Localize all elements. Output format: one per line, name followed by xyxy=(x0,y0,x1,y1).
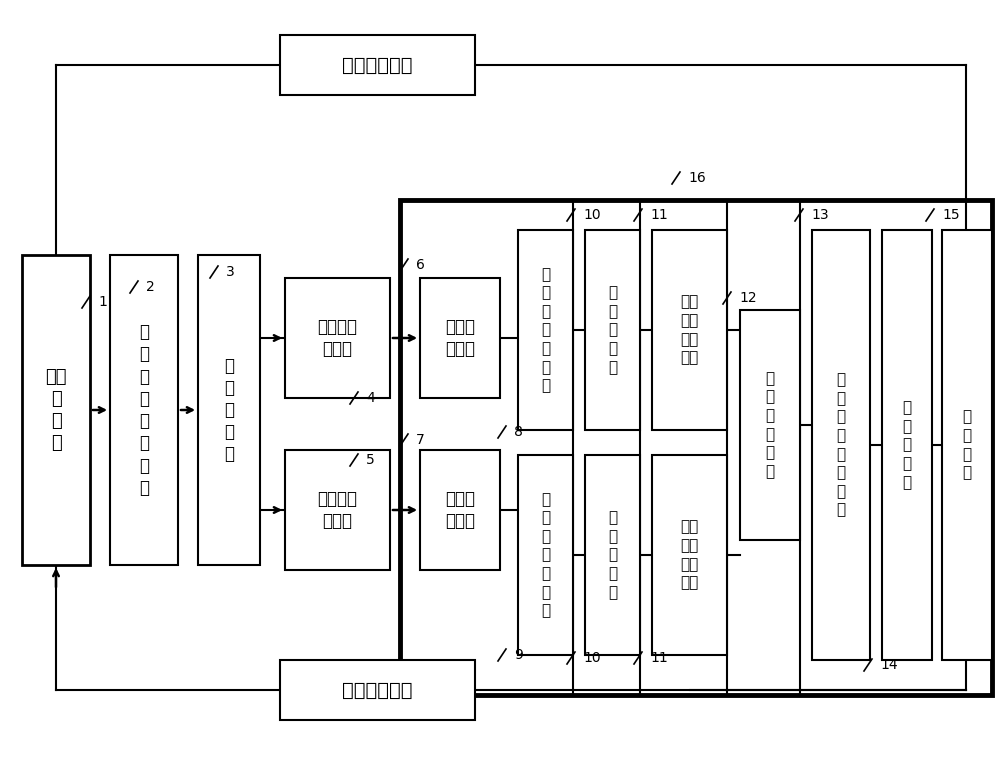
Bar xyxy=(22,255,90,565)
Text: 转
速
传
感
器: 转 速 传 感 器 xyxy=(608,510,617,600)
Text: 12: 12 xyxy=(739,291,757,305)
Bar xyxy=(882,230,932,660)
Bar xyxy=(400,200,992,695)
Text: 输
出
总
力
矩
传
感
器: 输 出 总 力 矩 传 感 器 xyxy=(836,372,846,518)
Text: 10: 10 xyxy=(583,208,601,222)
Text: 8: 8 xyxy=(514,425,523,439)
Text: 11: 11 xyxy=(650,651,668,665)
Bar xyxy=(585,230,640,430)
Text: 永磁
涡流
传动
机构: 永磁 涡流 传动 机构 xyxy=(680,294,699,366)
Bar xyxy=(585,455,640,655)
Text: 5: 5 xyxy=(366,453,375,467)
Bar xyxy=(280,35,475,95)
Text: 补
偿
力
矩
传
感
器: 补 偿 力 矩 传 感 器 xyxy=(541,492,550,618)
Text: 6: 6 xyxy=(416,258,425,272)
Text: 测
试
舰
机: 测 试 舰 机 xyxy=(962,410,972,481)
Text: 力矩加
载电机: 力矩加 载电机 xyxy=(445,318,475,358)
Text: 16: 16 xyxy=(688,171,706,185)
Text: 力
矩
传
递
装
置: 力 矩 传 递 装 置 xyxy=(765,371,775,479)
Text: 14: 14 xyxy=(880,658,898,672)
Bar xyxy=(285,450,390,570)
Bar xyxy=(812,230,870,660)
Text: 信
号
分
配
器: 信 号 分 配 器 xyxy=(224,357,234,463)
Text: 力矩补
偿电机: 力矩补 偿电机 xyxy=(445,490,475,530)
Text: 1: 1 xyxy=(98,295,107,309)
Bar xyxy=(942,230,992,660)
Bar xyxy=(110,255,178,565)
Text: 信号采集系统: 信号采集系统 xyxy=(342,681,413,699)
Text: 2: 2 xyxy=(146,280,155,294)
Text: 双
电
机
协
同
控
制
器: 双 电 机 协 同 控 制 器 xyxy=(139,323,149,497)
Bar xyxy=(280,660,475,720)
Bar xyxy=(518,230,573,430)
Text: 11: 11 xyxy=(650,208,668,222)
Bar xyxy=(285,278,390,398)
Text: 4: 4 xyxy=(366,391,375,405)
Text: 7: 7 xyxy=(416,433,425,447)
Text: 15: 15 xyxy=(942,208,960,222)
Bar xyxy=(652,230,727,430)
Bar xyxy=(518,455,573,655)
Text: 永磁
涡流
传动
机构: 永磁 涡流 传动 机构 xyxy=(680,519,699,590)
Bar xyxy=(198,255,260,565)
Text: 13: 13 xyxy=(811,208,829,222)
Text: 力矩电机
驱动器: 力矩电机 驱动器 xyxy=(318,318,358,358)
Bar xyxy=(420,450,500,570)
Text: 信号采集系统: 信号采集系统 xyxy=(342,55,413,74)
Text: 3: 3 xyxy=(226,265,235,279)
Bar xyxy=(652,455,727,655)
Text: 10: 10 xyxy=(583,651,601,665)
Text: 9: 9 xyxy=(514,648,523,662)
Bar xyxy=(740,310,800,540)
Text: 转
速
传
感
器: 转 速 传 感 器 xyxy=(608,285,617,375)
Bar xyxy=(420,278,500,398)
Text: 补偿电机
驱动器: 补偿电机 驱动器 xyxy=(318,490,358,530)
Text: 角
度
传
感
器: 角 度 传 感 器 xyxy=(902,400,912,490)
Text: 主控
计
算
机: 主控 计 算 机 xyxy=(45,368,67,452)
Text: 加
载
力
矩
传
感
器: 加 载 力 矩 传 感 器 xyxy=(541,266,550,394)
